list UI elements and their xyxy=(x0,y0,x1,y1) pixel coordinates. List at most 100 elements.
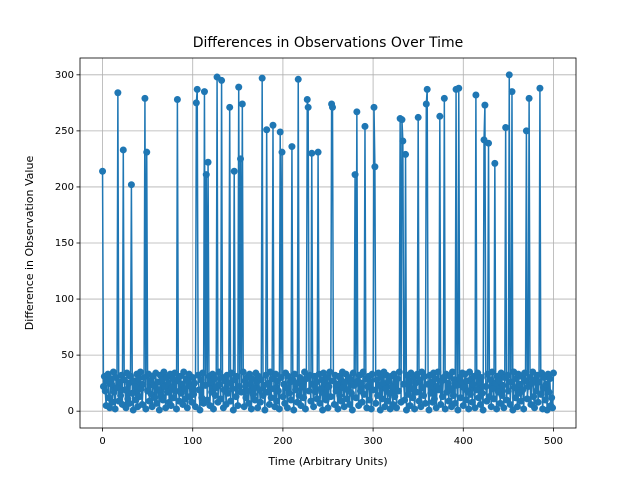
point xyxy=(523,395,531,403)
point xyxy=(291,370,299,378)
axes: 0 100 200 300 400 500 0 50 100 150 200 250 300 xyxy=(55,70,563,447)
point xyxy=(278,148,286,156)
point xyxy=(327,393,335,401)
point xyxy=(498,391,506,399)
point xyxy=(272,370,280,378)
point xyxy=(263,126,271,134)
point xyxy=(228,369,236,377)
point xyxy=(436,112,444,120)
point xyxy=(361,122,369,130)
point xyxy=(145,397,153,405)
point xyxy=(462,396,470,404)
point xyxy=(445,397,453,405)
point xyxy=(127,181,135,189)
point xyxy=(393,375,401,383)
point xyxy=(266,368,274,376)
point xyxy=(160,368,168,376)
point xyxy=(325,383,333,391)
point xyxy=(143,148,151,156)
point xyxy=(258,74,266,82)
point xyxy=(276,128,284,136)
point xyxy=(503,371,511,379)
point xyxy=(516,380,524,388)
point xyxy=(237,155,245,163)
point xyxy=(310,403,318,411)
point xyxy=(283,384,291,392)
point xyxy=(340,403,348,411)
point xyxy=(136,393,144,401)
point xyxy=(519,386,527,394)
point xyxy=(154,386,162,394)
point xyxy=(365,396,373,404)
point xyxy=(535,378,543,386)
point xyxy=(142,405,150,413)
point xyxy=(290,406,298,414)
point xyxy=(531,404,539,412)
point xyxy=(305,387,313,395)
point xyxy=(398,116,406,124)
point xyxy=(420,391,428,399)
point xyxy=(216,380,224,388)
point xyxy=(224,389,232,397)
point xyxy=(333,380,341,388)
point xyxy=(457,394,465,402)
point xyxy=(412,388,420,396)
point xyxy=(511,384,519,392)
point xyxy=(347,376,355,384)
point xyxy=(203,396,211,404)
point xyxy=(352,394,360,402)
point xyxy=(326,368,334,376)
point xyxy=(242,394,250,402)
y-tick-label: 100 xyxy=(55,294,74,305)
point xyxy=(202,171,210,179)
point xyxy=(217,395,225,403)
point xyxy=(536,84,544,92)
point xyxy=(357,379,365,387)
point xyxy=(394,387,402,395)
point xyxy=(525,94,533,102)
point xyxy=(273,397,281,405)
point xyxy=(238,100,246,108)
point xyxy=(215,368,223,376)
point xyxy=(541,396,549,404)
point xyxy=(117,391,125,399)
point xyxy=(190,390,198,398)
point xyxy=(360,390,368,398)
point xyxy=(468,398,476,406)
point xyxy=(153,399,161,407)
point xyxy=(320,390,328,398)
point xyxy=(378,395,386,403)
point xyxy=(526,374,534,382)
point xyxy=(473,386,481,394)
point xyxy=(317,385,325,393)
point xyxy=(237,388,245,396)
point xyxy=(195,386,203,394)
point xyxy=(229,406,237,414)
point xyxy=(441,405,449,413)
point xyxy=(423,85,431,93)
point xyxy=(307,397,315,405)
point xyxy=(471,404,479,412)
point xyxy=(128,389,136,397)
point xyxy=(347,389,355,397)
point xyxy=(126,399,134,407)
point xyxy=(308,149,316,157)
point xyxy=(488,368,496,376)
point xyxy=(431,375,439,383)
point xyxy=(303,95,311,103)
point xyxy=(359,368,367,376)
point xyxy=(368,370,376,378)
point xyxy=(393,404,401,412)
point xyxy=(336,391,344,399)
point xyxy=(546,375,554,383)
y-tick-label: 50 xyxy=(61,350,74,361)
x-tick-label: 0 xyxy=(99,436,105,447)
point xyxy=(316,399,324,407)
point xyxy=(277,374,285,382)
point xyxy=(169,375,177,383)
point xyxy=(466,390,474,398)
point xyxy=(343,395,351,403)
point xyxy=(285,389,293,397)
point xyxy=(440,94,448,102)
